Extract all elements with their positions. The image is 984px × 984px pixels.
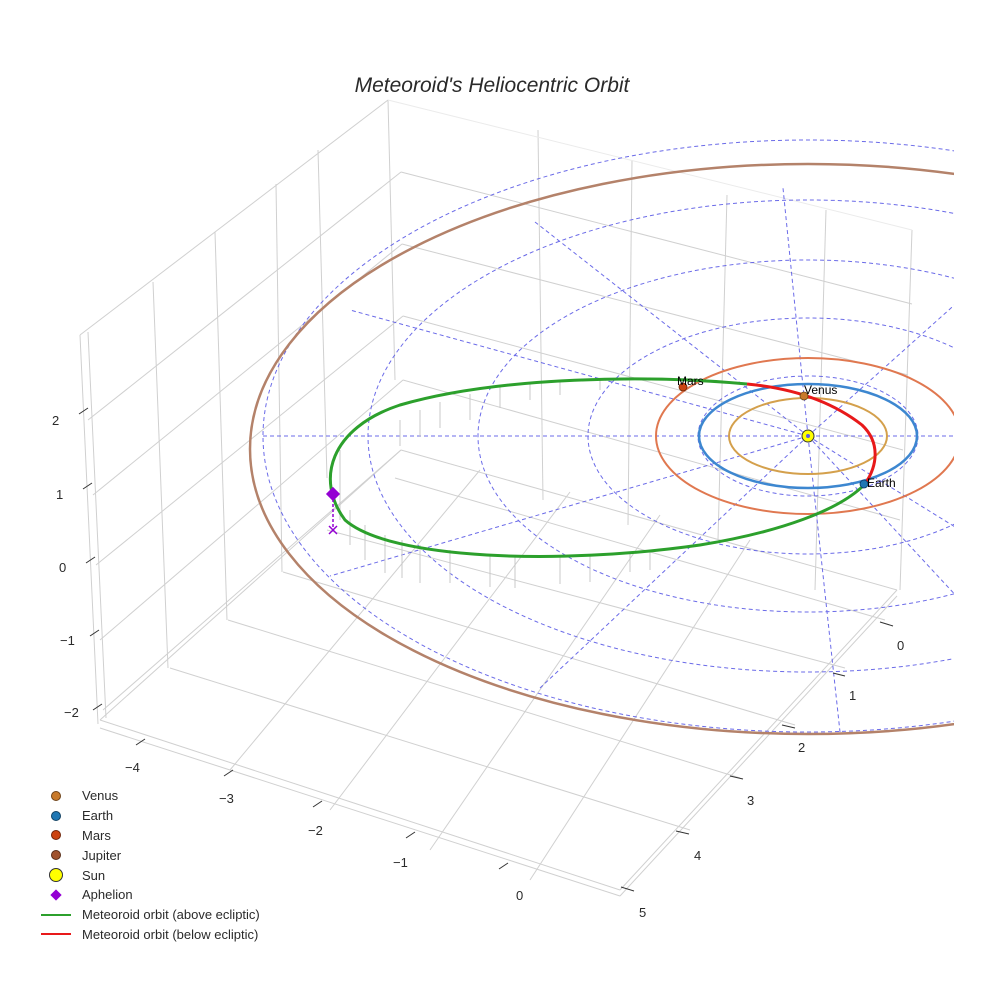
legend-item-mars[interactable]: Mars [38,826,260,846]
venus-dot-icon [51,790,61,801]
mars-label: Mars [677,374,704,388]
svg-text:2: 2 [798,740,805,755]
svg-text:−2: −2 [308,823,323,838]
legend-item-earth[interactable]: Earth [38,806,260,826]
legend-item-sun[interactable]: Sun [38,865,260,885]
meteoroid-orbit-above [329,377,867,558]
legend-label: Meteoroid orbit (above ecliptic) [82,907,260,923]
venus-label: Venus [804,383,837,397]
legend-item-orbit-above[interactable]: Meteoroid orbit (above ecliptic) [38,905,260,925]
mars-dot-icon [51,830,61,841]
earth-orbit [697,382,919,490]
earth-label: Earth [867,476,896,490]
green-line-icon [41,913,71,916]
svg-text:1: 1 [56,487,63,502]
svg-text:4: 4 [694,848,701,863]
chart-title: Meteoroid's Heliocentric Orbit [354,74,630,97]
drop-lines [339,378,651,588]
ecliptic-grid [262,139,954,733]
legend-label: Meteoroid orbit (below ecliptic) [82,926,259,942]
sun-dot-icon [49,868,63,883]
y-axis: 0 1 2 3 4 5 [620,621,904,920]
legend-label: Aphelion [82,887,133,903]
svg-text:−2: −2 [64,705,79,720]
legend-label: Mars [82,827,111,843]
legend-label: Jupiter [82,847,122,863]
x-axis: −4 −3 −2 −1 0 [125,738,523,903]
legend-item-venus[interactable]: Venus [38,786,260,806]
venus-marker[interactable] [799,391,809,401]
legend-item-jupiter[interactable]: Jupiter [38,845,260,865]
legend-item-aphelion[interactable]: Aphelion [38,885,260,905]
axis-grid [79,99,913,897]
legend-item-orbit-below[interactable]: Meteoroid orbit (below ecliptic) [38,925,260,945]
earth-marker[interactable] [859,479,869,489]
mars-orbit [655,357,954,515]
svg-text:0: 0 [59,560,66,575]
meteoroid-orbit-below [746,382,877,485]
svg-text:0: 0 [897,638,904,653]
aphelion-projection-x [328,525,338,535]
sun-core [806,434,810,438]
z-axis: 2 1 0 −1 −2 [52,407,103,720]
legend-label: Venus [82,788,119,804]
svg-text:1: 1 [849,688,856,703]
earth-dot-icon [51,810,61,821]
svg-text:−3: −3 [219,791,234,806]
svg-text:0: 0 [516,888,523,903]
jupiter-orbit [248,162,954,736]
svg-text:−1: −1 [393,855,408,870]
svg-text:−4: −4 [125,760,140,775]
red-line-icon [41,933,71,936]
diamond-icon [50,889,62,901]
aphelion-marker[interactable] [325,486,341,502]
svg-text:−1: −1 [60,633,75,648]
jupiter-dot-icon [51,850,61,861]
legend-label: Earth [82,808,114,824]
legend: Venus Earth Mars Jupiter Sun Aphelion Me… [38,786,260,944]
svg-text:3: 3 [747,793,754,808]
svg-text:5: 5 [639,905,646,920]
svg-text:2: 2 [52,413,59,428]
legend-label: Sun [82,867,106,883]
mars-marker[interactable] [678,382,688,392]
